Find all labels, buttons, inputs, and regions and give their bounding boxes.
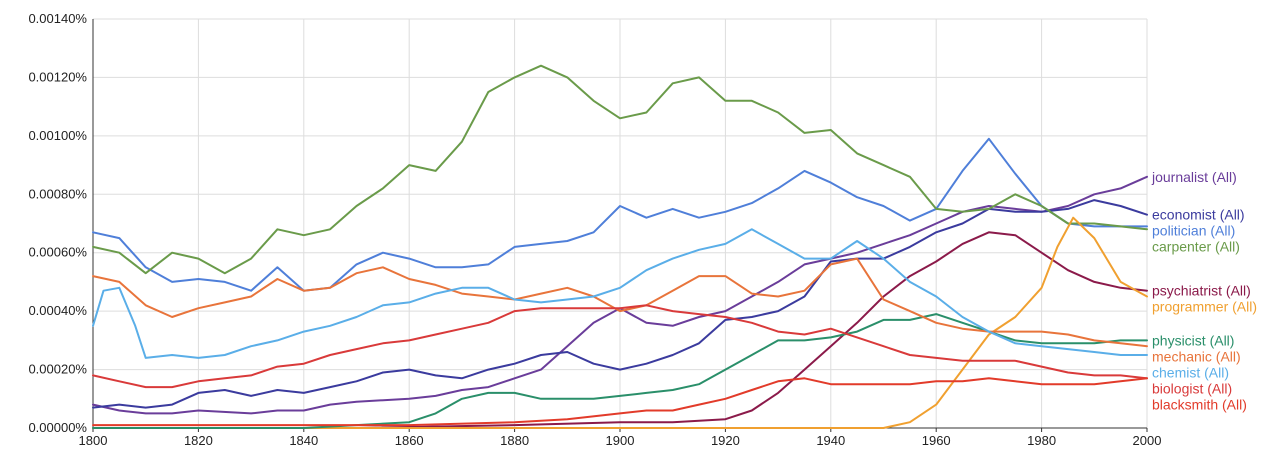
legend-label-psychiatrist[interactable]: psychiatrist (All) [1152, 283, 1251, 299]
x-tick-label: 1900 [606, 433, 635, 448]
legend-label-physicist[interactable]: physicist (All) [1152, 332, 1234, 348]
series-line-politician[interactable] [92, 137, 1148, 292]
x-tick-label: 1840 [289, 433, 318, 448]
series-line-psychiatrist[interactable] [92, 231, 1148, 429]
y-tick-label: 0.00080% [28, 186, 87, 201]
series-line-carpenter[interactable] [92, 64, 1148, 275]
x-tick-label: 1980 [1027, 433, 1056, 448]
y-tick-label: 0.00000% [28, 420, 87, 435]
x-tick-label: 1860 [395, 433, 424, 448]
legend-label-blacksmith[interactable]: blacksmith (All) [1152, 396, 1247, 412]
legend-label-carpenter[interactable]: carpenter (All) [1152, 239, 1240, 255]
x-tick-label: 2000 [1133, 433, 1162, 448]
legend-label-journalist[interactable]: journalist (All) [1151, 169, 1237, 185]
gridlines [92, 18, 1148, 429]
y-tick-label: 0.00100% [28, 128, 87, 143]
legend-label-chemist[interactable]: chemist (All) [1152, 364, 1229, 380]
y-tick-label: 0.00020% [28, 362, 87, 377]
series-lines [92, 64, 1148, 429]
legend-label-politician[interactable]: politician (All) [1152, 223, 1235, 239]
series-line-economist[interactable] [92, 199, 1148, 409]
series-line-chemist[interactable] [92, 228, 1148, 359]
series-line-mechanic[interactable] [92, 257, 1148, 348]
legend-label-biologist[interactable]: biologist (All) [1152, 380, 1232, 396]
y-tick-label: 0.00140% [28, 11, 87, 26]
y-tick-label: 0.00040% [28, 303, 87, 318]
series-line-journalist[interactable] [92, 175, 1148, 415]
series-line-programmer[interactable] [92, 216, 1148, 429]
legend: journalist (All) economist (All)politicia… [1151, 169, 1257, 413]
x-tick-label: 1940 [816, 433, 845, 448]
series-line-physicist[interactable] [92, 313, 1148, 429]
x-tick-label: 1800 [79, 433, 108, 448]
x-tick-label: 1920 [711, 433, 740, 448]
legend-label-programmer[interactable]: programmer (All) [1152, 299, 1257, 315]
series-line-blacksmith[interactable] [92, 377, 1148, 427]
x-tick-label: 1820 [184, 433, 213, 448]
legend-label-economist[interactable]: economist (All) [1152, 207, 1245, 223]
series-line-biologist[interactable] [92, 304, 1148, 389]
x-tick-label: 1960 [922, 433, 951, 448]
x-tick-label: 1880 [500, 433, 529, 448]
y-tick-label: 0.00120% [28, 69, 87, 84]
legend-label-mechanic[interactable]: mechanic (All) [1152, 348, 1241, 364]
axes: 0.00000% 0.00020% 0.00040% 0.00060% 0.00080%… [28, 11, 1161, 448]
y-tick-label: 0.00060% [28, 245, 87, 260]
